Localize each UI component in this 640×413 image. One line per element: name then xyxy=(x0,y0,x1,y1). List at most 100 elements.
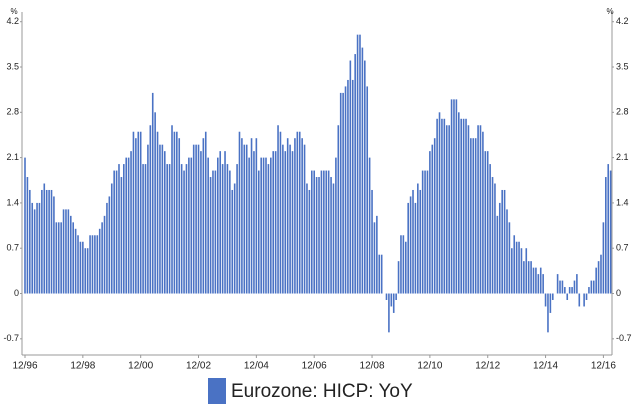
bar xyxy=(174,132,176,294)
bar xyxy=(77,235,79,293)
bar xyxy=(260,158,262,294)
bar xyxy=(453,99,455,293)
bar xyxy=(297,132,299,294)
bar xyxy=(176,132,178,294)
bar xyxy=(109,196,111,293)
bar xyxy=(253,151,255,293)
bar xyxy=(511,248,513,293)
bar xyxy=(43,184,45,294)
bar xyxy=(299,132,301,294)
bar xyxy=(217,158,219,294)
bar xyxy=(393,294,395,313)
bar xyxy=(489,164,491,293)
bar xyxy=(154,112,156,293)
bar xyxy=(470,138,472,293)
bar xyxy=(350,61,352,294)
bar xyxy=(463,119,465,294)
bar xyxy=(431,145,433,294)
bar xyxy=(222,164,224,293)
bar xyxy=(369,158,371,294)
bar xyxy=(492,177,494,293)
bar xyxy=(362,48,364,294)
bar xyxy=(309,190,311,294)
x-tick-label: 12/14 xyxy=(533,361,558,372)
bar xyxy=(509,222,511,293)
bar xyxy=(116,171,118,294)
x-tick-label: 12/04 xyxy=(244,361,269,372)
y-tick-label: 3.5 xyxy=(6,61,19,71)
bar xyxy=(27,177,29,293)
y-tick-label: 2.8 xyxy=(6,107,19,117)
bar xyxy=(140,132,142,294)
bar xyxy=(203,138,205,293)
bar xyxy=(118,164,120,293)
bar xyxy=(224,151,226,293)
bar xyxy=(106,203,108,294)
bar xyxy=(72,222,74,293)
bar xyxy=(294,138,296,293)
bar xyxy=(101,222,103,293)
bar xyxy=(586,294,588,300)
bar xyxy=(410,196,412,293)
bar xyxy=(58,222,60,293)
y2-tick-label: 1.4 xyxy=(616,197,629,207)
bar xyxy=(152,93,154,294)
bar xyxy=(215,171,217,294)
bar xyxy=(321,171,323,294)
bar xyxy=(31,203,33,294)
legend-label: Eurozone: HICP: YoY xyxy=(231,381,413,402)
bar xyxy=(169,164,171,293)
bar xyxy=(494,184,496,294)
bar xyxy=(263,158,265,294)
x-tick-label: 12/16 xyxy=(591,361,616,372)
bar xyxy=(603,222,605,293)
bar xyxy=(424,171,426,294)
bar xyxy=(183,171,185,294)
x-tick-label: 12/12 xyxy=(475,361,500,372)
bar xyxy=(70,216,72,294)
y-tick-label: -0.7 xyxy=(3,333,19,343)
bar xyxy=(538,274,540,293)
bar xyxy=(292,151,294,293)
bar xyxy=(417,184,419,294)
bar xyxy=(472,138,474,293)
bar xyxy=(157,132,159,294)
bar xyxy=(34,209,36,293)
bar xyxy=(205,132,207,294)
bar xyxy=(468,125,470,293)
bar xyxy=(270,158,272,294)
bar xyxy=(407,203,409,294)
bar xyxy=(46,190,48,294)
bar xyxy=(258,171,260,294)
bar xyxy=(231,190,233,294)
bar xyxy=(289,145,291,294)
bar xyxy=(338,125,340,293)
bar xyxy=(256,138,258,293)
bar xyxy=(150,125,152,293)
bar xyxy=(388,294,390,333)
bar xyxy=(282,145,284,294)
bar xyxy=(227,164,229,293)
bar xyxy=(552,294,554,300)
bar xyxy=(97,235,99,293)
bar xyxy=(195,145,197,294)
bar xyxy=(130,151,132,293)
bar xyxy=(513,235,515,293)
bar xyxy=(277,125,279,293)
bar xyxy=(248,158,250,294)
bar xyxy=(504,190,506,294)
x-tick-label: 12/98 xyxy=(70,361,95,372)
bar xyxy=(523,261,525,293)
bar xyxy=(340,93,342,294)
bar xyxy=(190,158,192,294)
bar xyxy=(403,235,405,293)
bar xyxy=(219,151,221,293)
bar xyxy=(516,242,518,294)
bar xyxy=(80,242,82,294)
y2-tick-label: 2.8 xyxy=(616,107,629,117)
bar xyxy=(275,151,277,293)
bar xyxy=(542,274,544,293)
bar xyxy=(65,209,67,293)
bar xyxy=(427,171,429,294)
